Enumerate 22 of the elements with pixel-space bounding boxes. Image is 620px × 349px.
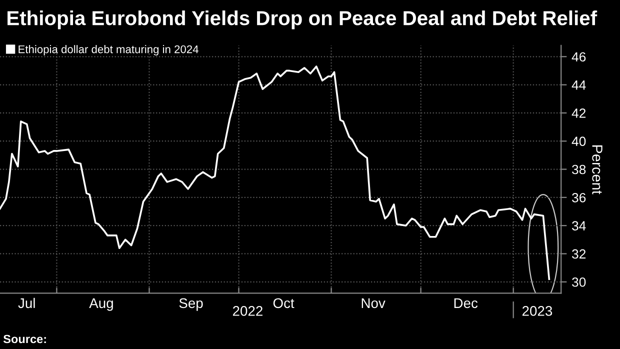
y-tick-label: 40 [572, 136, 586, 146]
y-tick-label: 36 [572, 192, 586, 202]
x-tick-label: Jul [18, 298, 35, 308]
x-tick-label: Nov [362, 298, 386, 308]
y-axis-title: Percent [592, 145, 602, 194]
y-tick-label: 32 [572, 249, 586, 259]
x2-tick-label: 2022 [232, 306, 262, 316]
line-series [0, 66, 550, 280]
y-tick-label: 42 [572, 108, 586, 118]
y-tick-label: 30 [572, 277, 586, 287]
y-tick-label: 34 [572, 221, 586, 230]
legend-label: Ethiopia dollar debt maturing in 2024 [18, 45, 198, 56]
y-tick-label: 38 [572, 164, 586, 174]
x-tick-label: Oct [273, 298, 294, 308]
y-tick-label: 44 [572, 80, 586, 90]
source-note: Source: [3, 334, 46, 344]
x-tick-label: Dec [454, 298, 478, 308]
x-tick-label: Sep [179, 298, 203, 311]
chart-title: Ethiopia Eurobond Yields Drop on Peace Deal and Debt Relief [8, 10, 598, 30]
x-tick-label: Aug [89, 298, 113, 311]
y-tick-label: 46 [572, 52, 586, 62]
x2-tick-label: 2023 [522, 306, 552, 316]
